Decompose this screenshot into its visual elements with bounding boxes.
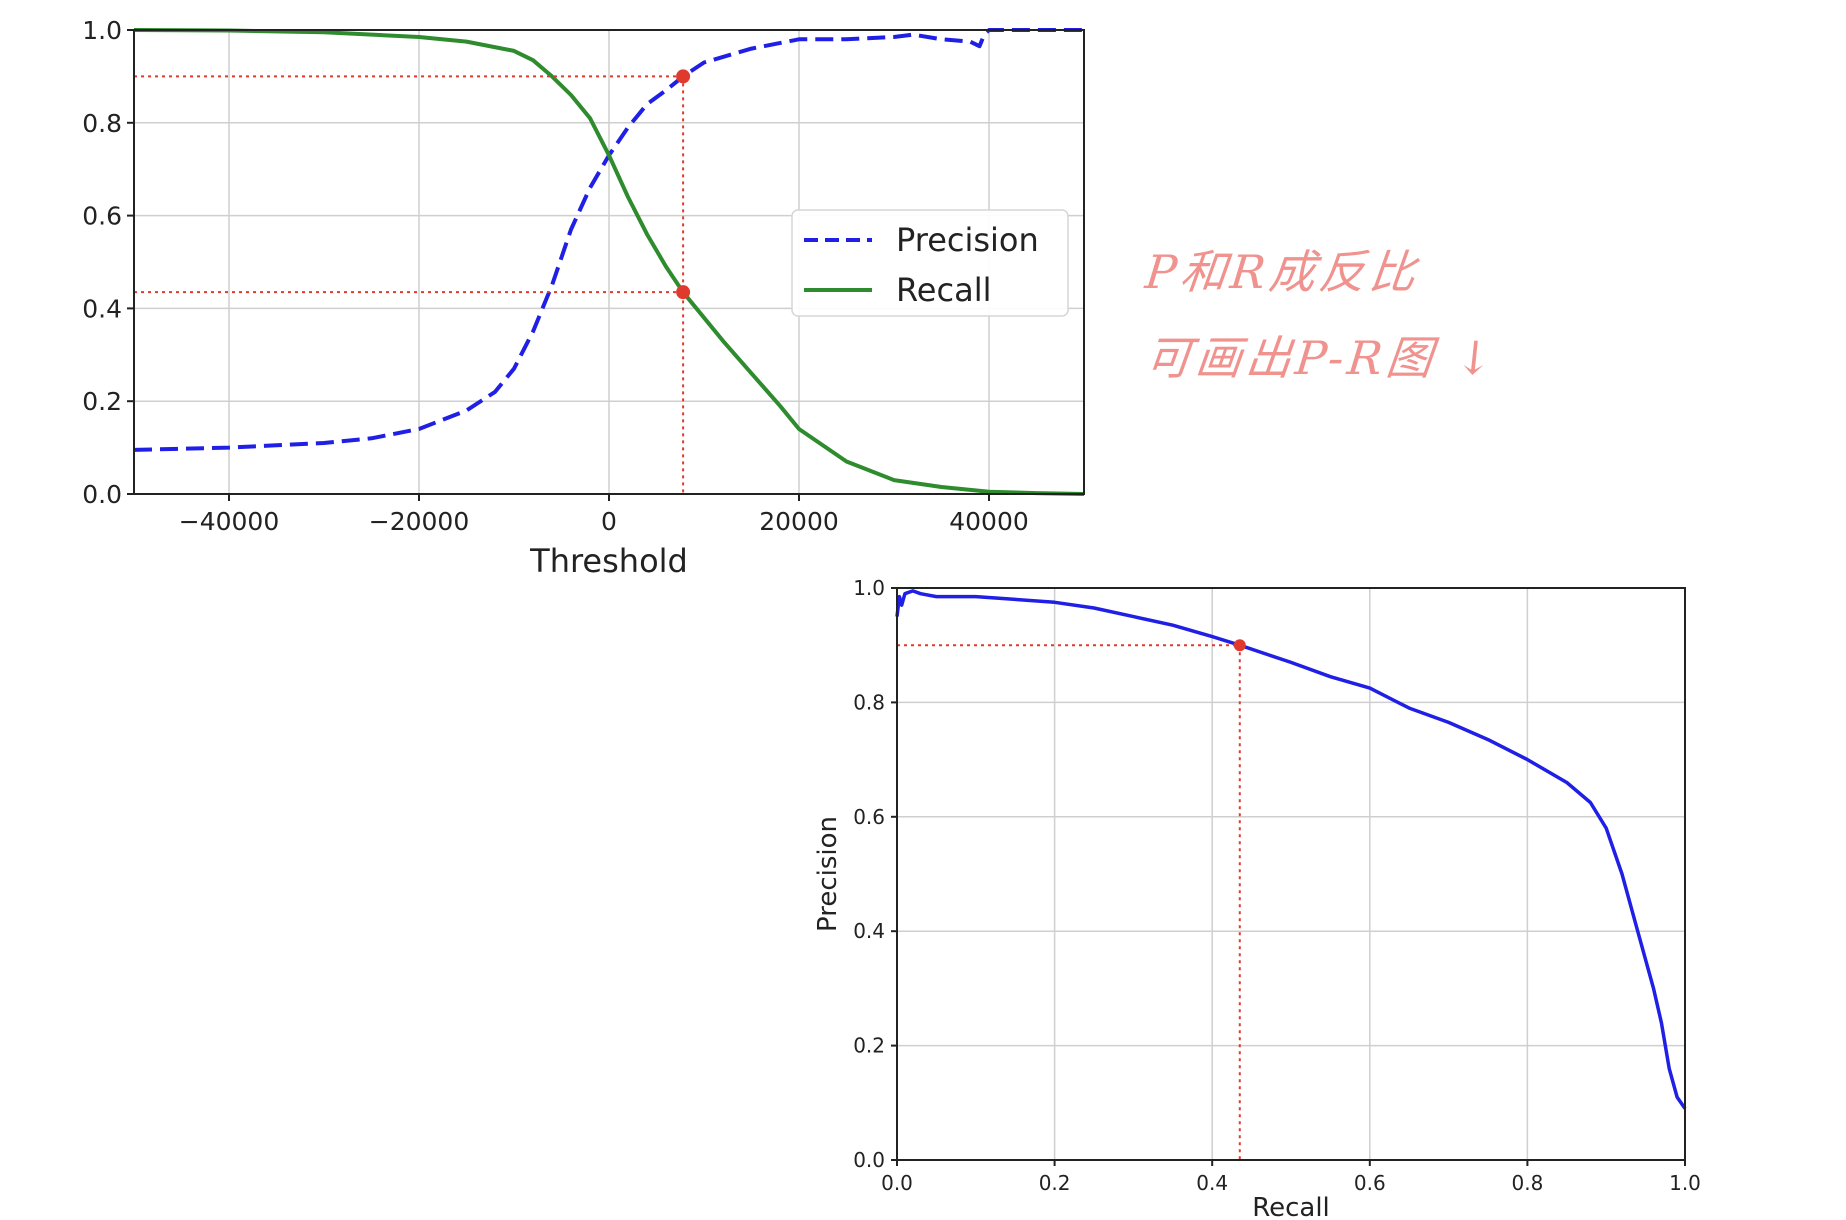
tick-label-y: 0.4 (82, 294, 122, 323)
tick-label-y: 0.6 (82, 202, 122, 231)
annotation-line-2: 可画出P-R图 ↓ (1142, 331, 1501, 385)
marker-point-precision (676, 69, 691, 84)
tick-label-x: −40000 (179, 507, 279, 536)
legend-label-recall: Recall (896, 271, 991, 309)
tick-label-x: 0.0 (881, 1171, 913, 1195)
tick-label-x: 0.6 (1354, 1171, 1386, 1195)
tick-label-y: 0.8 (82, 109, 122, 138)
plot-frame (896, 587, 1686, 1161)
tick-label-x: 0.8 (1511, 1171, 1543, 1195)
tick-label-x: 0.2 (1039, 1171, 1071, 1195)
series-line-recall (133, 28, 1085, 496)
legend-label-precision: Precision (896, 221, 1039, 259)
tick-label-y: 0.8 (853, 690, 885, 714)
x-axis-label: Threshold (529, 542, 688, 580)
marker-point (1233, 639, 1246, 652)
tick-label-x: 0.4 (1196, 1171, 1228, 1195)
series-line-precision (133, 28, 1084, 452)
tick-label-y: 1.0 (82, 16, 122, 45)
tick-label-y: 0.0 (853, 1148, 885, 1172)
tick-label-y: 0.4 (853, 919, 885, 943)
tick-label-y: 0.0 (82, 480, 122, 509)
y-axis-label: Precision (813, 816, 843, 932)
tick-label-x: 0 (601, 507, 617, 536)
tick-label-y: 1.0 (853, 576, 885, 600)
threshold-chart: −40000 −20000 0 20000 40000 0.0 0.2 0.4 0.6 0.8 1.… (82, 16, 1085, 580)
tick-label-y: 0.6 (853, 805, 885, 829)
tick-label-x: 20000 (759, 507, 839, 536)
tick-label-x: −20000 (369, 507, 469, 536)
marker-point-recall (676, 285, 691, 300)
series-line-precision-recall (895, 589, 1687, 1110)
tick-label-x: 1.0 (1669, 1171, 1701, 1195)
tick-label-y: 0.2 (853, 1034, 885, 1058)
tick-label-x: 40000 (949, 507, 1029, 536)
annotation-line-1: P和R成反比 (1142, 245, 1423, 299)
x-axis-label: Recall (1252, 1193, 1330, 1220)
precision-recall-chart: 0.0 0.2 0.4 0.6 0.8 1.0 0.0 0.2 0.4 0.6 0.8 1.0 Reca… (813, 576, 1701, 1220)
tick-label-y: 0.2 (82, 387, 122, 416)
